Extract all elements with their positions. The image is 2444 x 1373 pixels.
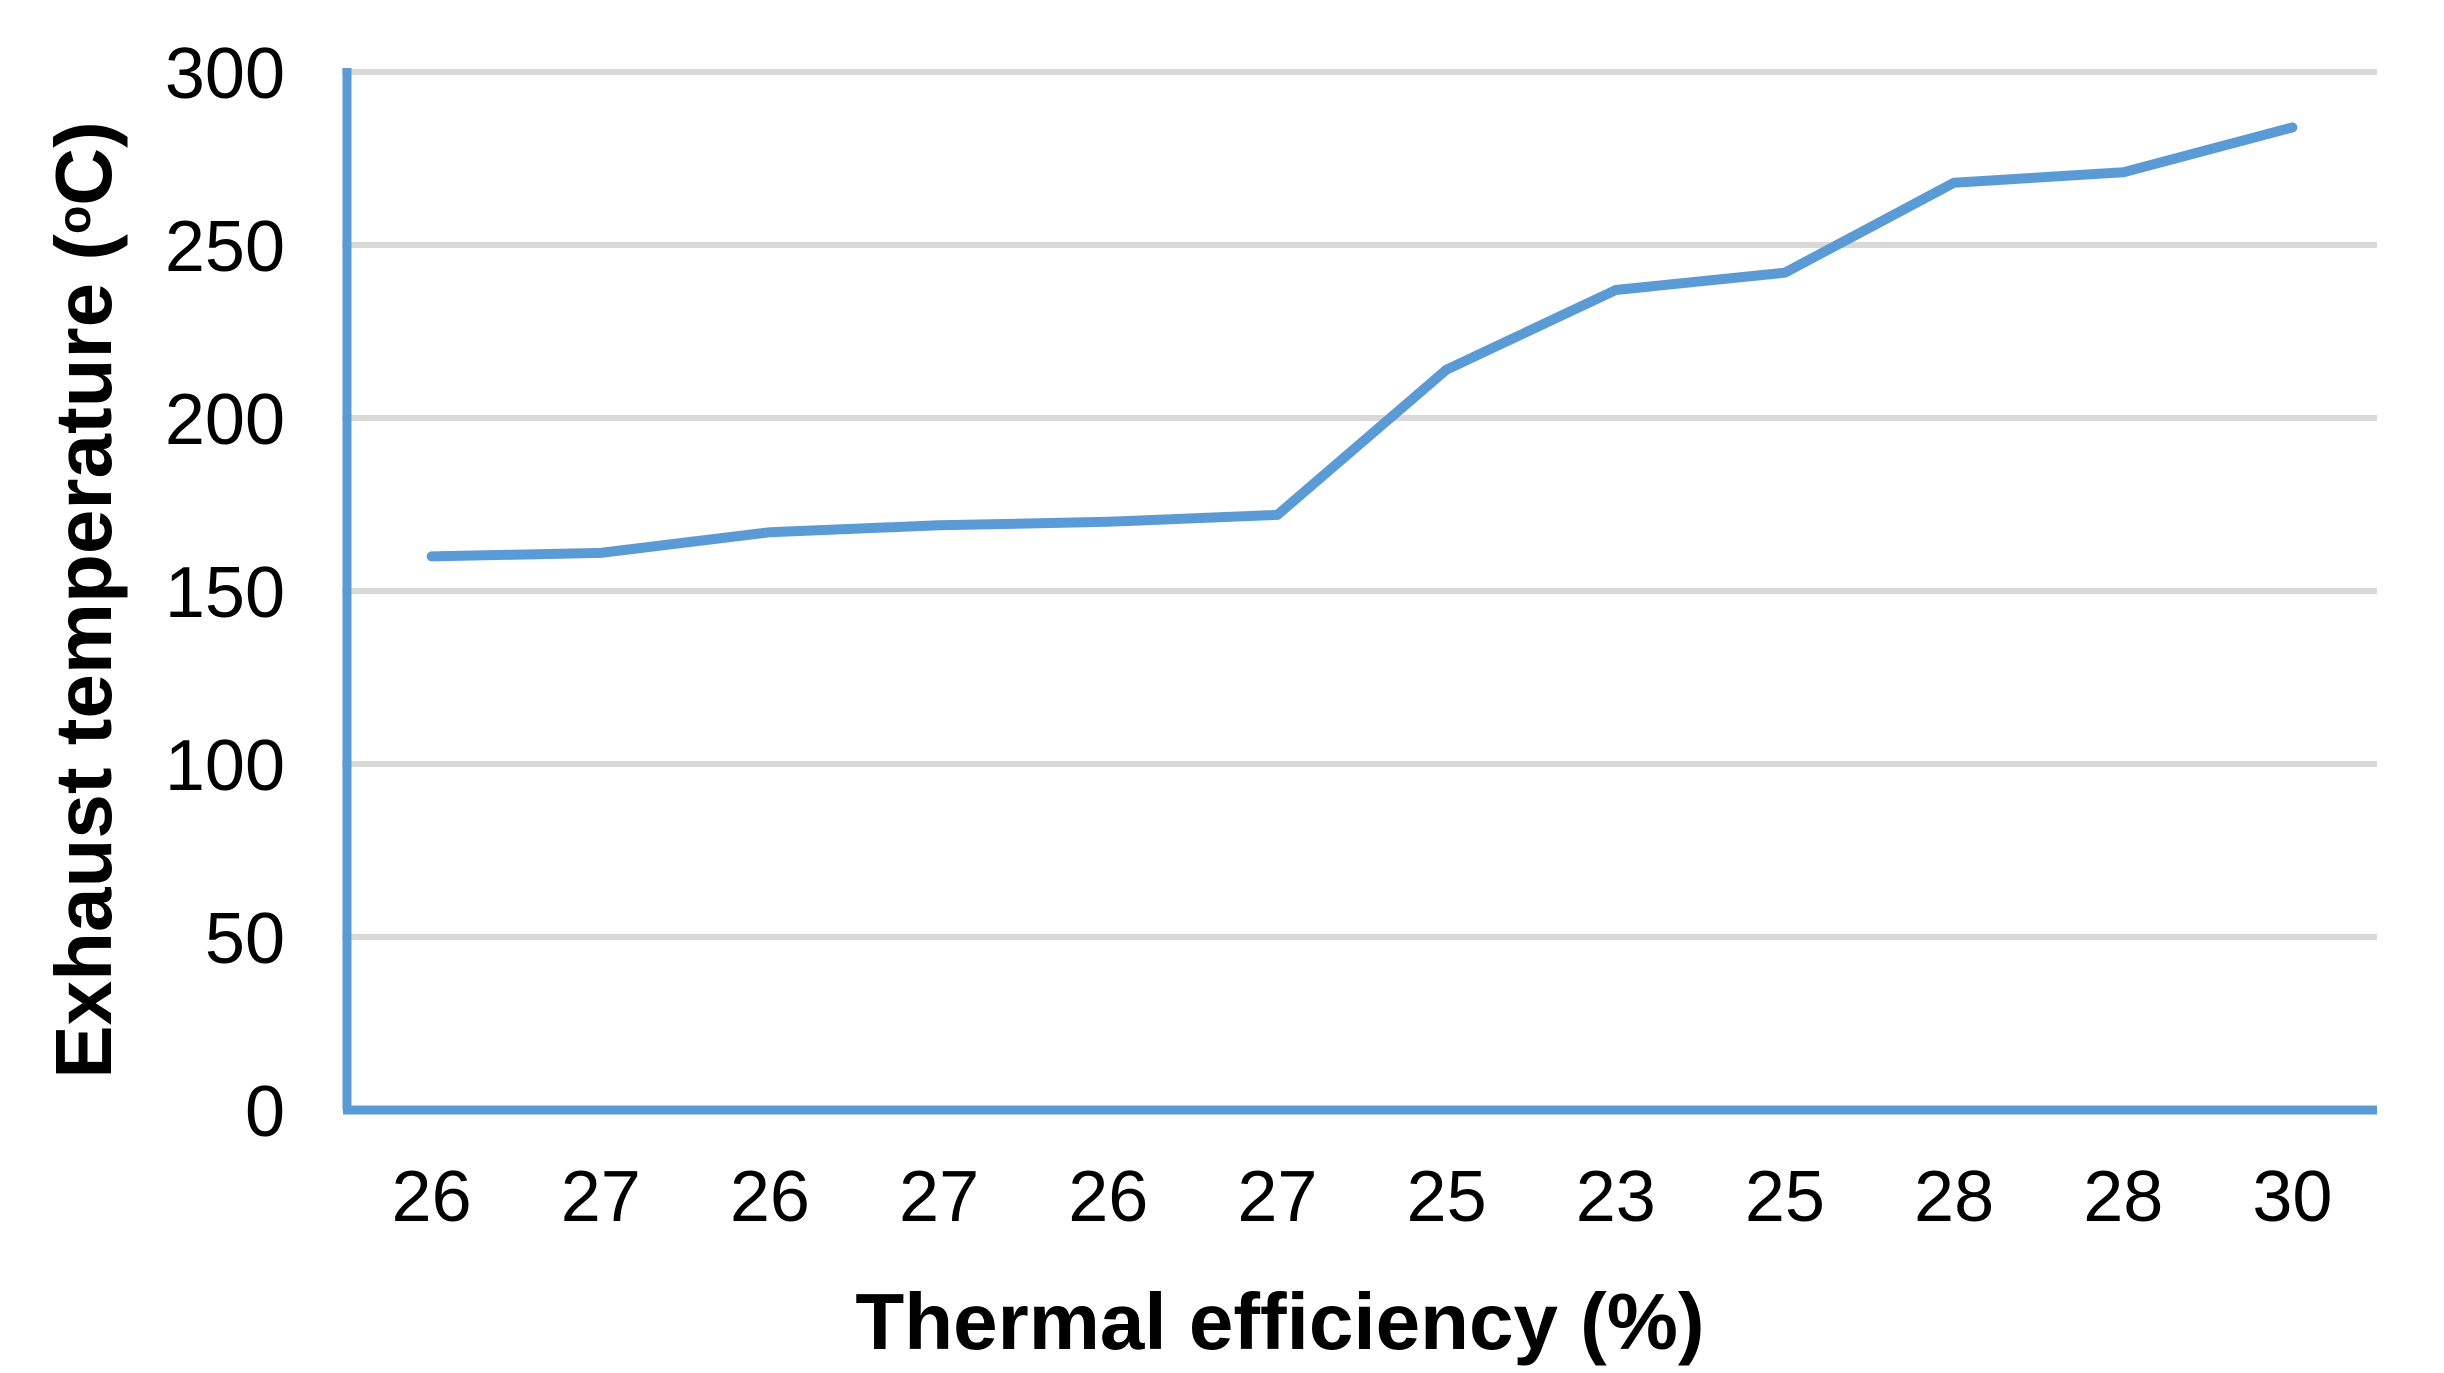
- x-tick-label: 25: [1745, 1157, 1825, 1237]
- x-tick-label: 27: [561, 1157, 641, 1237]
- x-tick-label: 27: [1237, 1157, 1317, 1237]
- x-tick-labels: 26 27 26 27 26 27 25 23 25 28 28 30: [392, 1157, 2333, 1237]
- axes: [342, 68, 2377, 1115]
- y-tick-label: 200: [165, 380, 285, 460]
- y-tick-labels: 0 50 100 150 200 250 300: [165, 34, 285, 1152]
- x-tick-label: 27: [899, 1157, 979, 1237]
- x-tick-label: 26: [730, 1157, 810, 1237]
- y-tick-label: 100: [165, 726, 285, 806]
- y-axis-title-superscript: o: [48, 205, 101, 235]
- x-tick-label: 26: [1068, 1157, 1148, 1237]
- x-axis-title: Thermal efficiency (%): [855, 1277, 1705, 1366]
- y-tick-label: 50: [205, 899, 285, 979]
- y-axis-title-unit: C): [39, 121, 128, 206]
- x-tick-label: 30: [2252, 1157, 2332, 1237]
- x-tick-label: 28: [1914, 1157, 1994, 1237]
- x-tick-label: 26: [392, 1157, 472, 1237]
- x-tick-label: 23: [1576, 1157, 1656, 1237]
- y-tick-label: 300: [165, 34, 285, 114]
- y-axis-title-text: Exhaust temperature (: [39, 234, 128, 1079]
- x-tick-label: 25: [1407, 1157, 1487, 1237]
- x-tick-label: 28: [2083, 1157, 2163, 1237]
- y-tick-label: 150: [165, 553, 285, 633]
- gridlines: [342, 69, 2377, 940]
- data-series: [426, 122, 2298, 562]
- y-tick-label: 0: [245, 1072, 285, 1152]
- y-axis-title: Exhaust temperature (oC): [39, 121, 128, 1078]
- y-tick-label: 250: [165, 207, 285, 287]
- series-line: [426, 122, 2298, 562]
